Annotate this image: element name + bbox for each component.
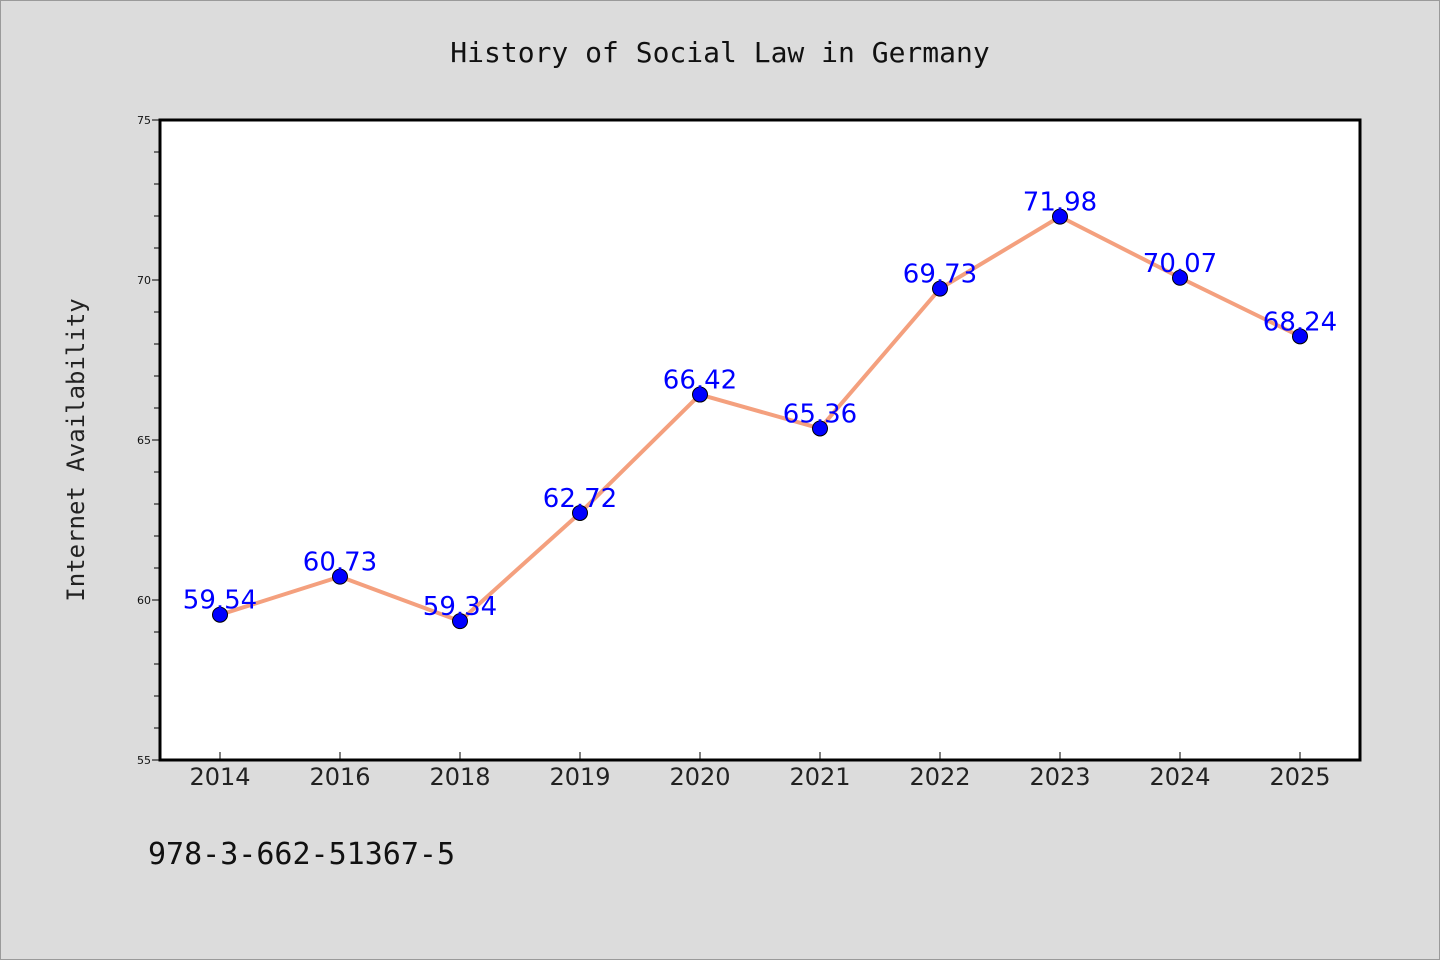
x-tick-label: 2018 — [429, 763, 490, 791]
data-point — [212, 606, 228, 623]
data-label: 68.24 — [1263, 307, 1337, 337]
y-tick-label: 55 — [137, 754, 151, 767]
data-point — [692, 386, 708, 403]
data-label: 71.98 — [1023, 188, 1097, 218]
y-axis: 55 60 65 70 75 — [137, 114, 160, 767]
x-tick-label: 2024 — [1149, 763, 1210, 791]
data-point — [812, 420, 828, 437]
y-tick-label: 65 — [137, 434, 151, 447]
data-label: 65.36 — [783, 399, 857, 429]
x-tick-label: 2016 — [309, 763, 370, 791]
y-axis-label: Internet Availability — [62, 298, 90, 601]
isbn-text: 978-3-662-51367-5 — [148, 837, 455, 872]
data-label: 59.54 — [183, 586, 257, 616]
x-tick-label: 2021 — [789, 763, 850, 791]
data-point — [332, 568, 348, 585]
x-tick-label: 2025 — [1269, 763, 1330, 791]
data-point — [1292, 328, 1308, 345]
y-tick-label: 70 — [137, 274, 151, 287]
y-tick-label: 75 — [137, 114, 151, 127]
x-tick-label: 2022 — [909, 763, 970, 791]
y-tick-label: 60 — [137, 594, 151, 607]
x-tick-label: 2020 — [669, 763, 730, 791]
x-tick-label: 2014 — [189, 763, 250, 791]
series-path — [218, 214, 1302, 624]
data-label: 60.73 — [303, 548, 377, 578]
x-axis: 2014 2016 2018 2019 2020 2021 2022 2023 2024 2025 — [189, 752, 1331, 791]
chart-title: History of Social Law in Germany — [450, 36, 989, 69]
x-tick-label: 2023 — [1029, 763, 1090, 791]
data-label: 62.72 — [543, 484, 617, 514]
series-line — [212, 208, 1308, 630]
data-label: 66.42 — [663, 366, 737, 396]
data-label: 59.34 — [423, 592, 497, 622]
data-point — [572, 504, 588, 521]
data-point — [452, 613, 468, 630]
data-point — [1052, 208, 1068, 225]
data-point — [1172, 269, 1188, 286]
data-point — [932, 280, 948, 297]
data-label: 69.73 — [903, 260, 977, 290]
data-label: 70.07 — [1143, 249, 1217, 279]
plot-area — [158, 118, 1362, 762]
x-tick-label: 2019 — [549, 763, 610, 791]
data-labels: 59.54 60.73 59.34 62.72 66.42 65.36 69.73 71.98… — [183, 188, 1337, 622]
